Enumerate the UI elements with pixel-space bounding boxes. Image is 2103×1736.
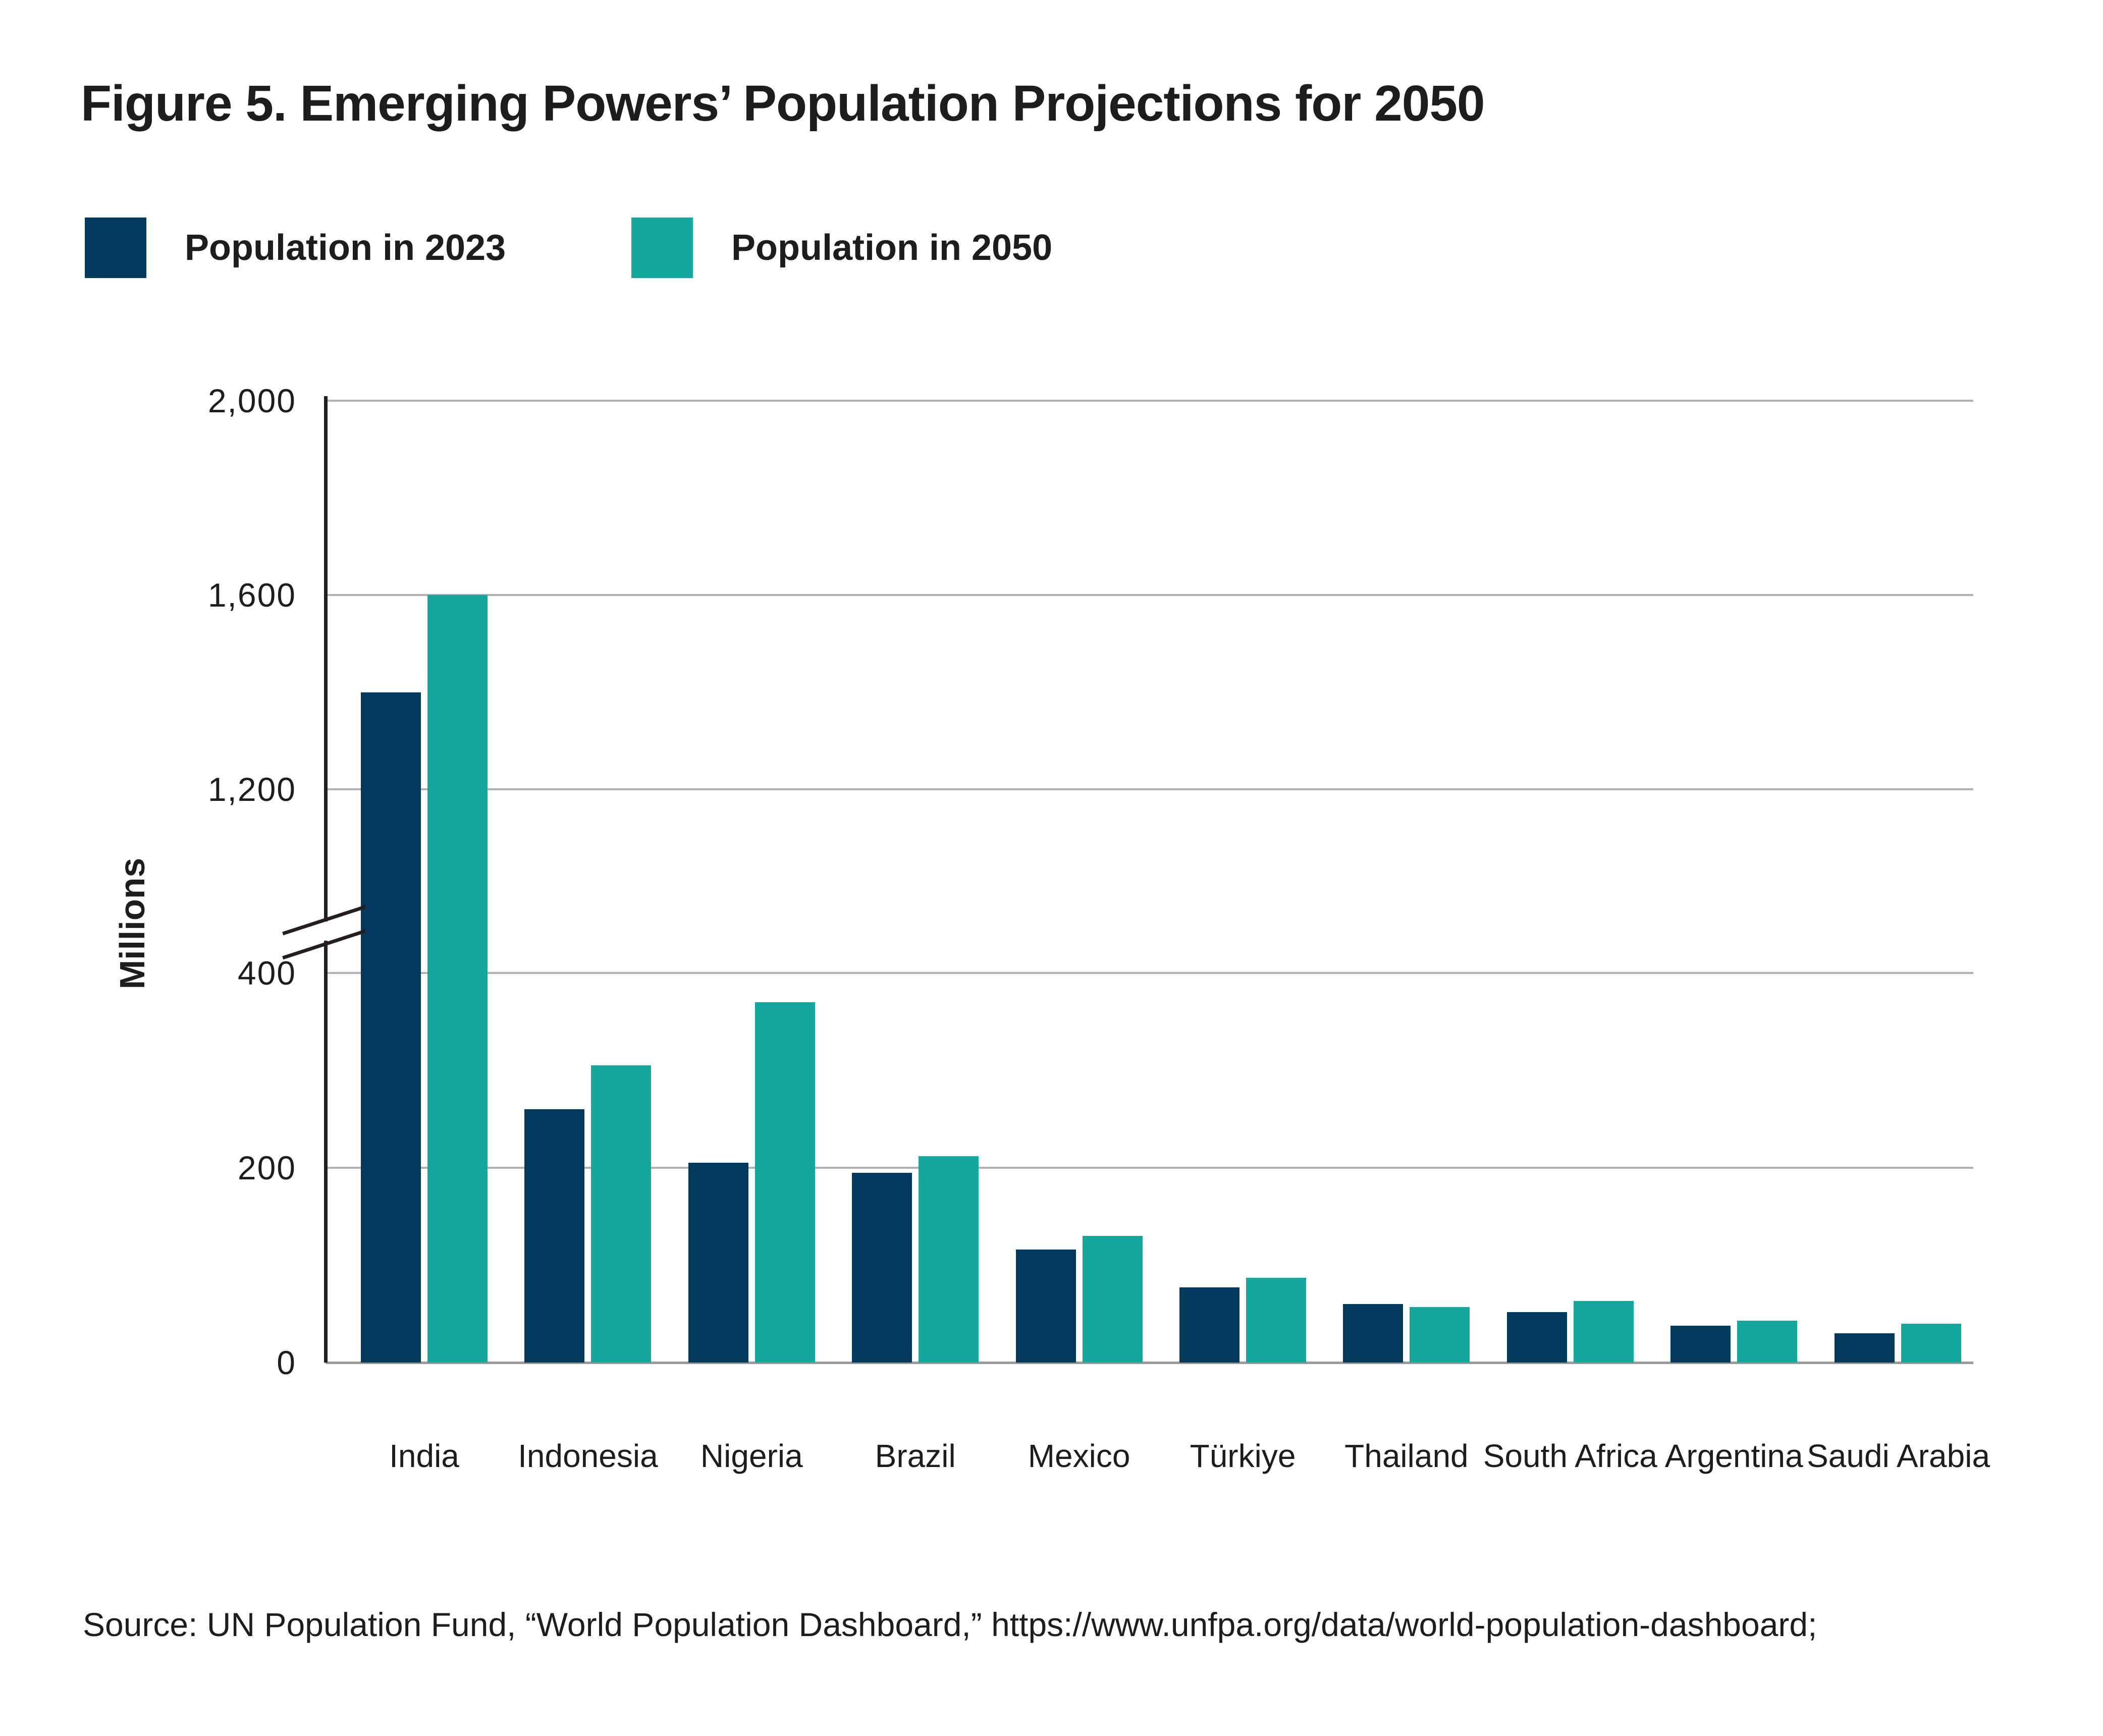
y-tick-label-1200: 1,200 <box>207 771 296 808</box>
bar-argentina-2050 <box>1737 1321 1798 1363</box>
bar-thailand-2050 <box>1410 1307 1470 1363</box>
bar-brazil-2023 <box>852 1172 912 1363</box>
bar-indonesia-2023 <box>524 1109 585 1363</box>
bar-south-africa-2050 <box>1573 1301 1634 1363</box>
x-label-argentina: Argentina <box>1664 1438 1803 1474</box>
x-label-indonesia: Indonesia <box>518 1438 658 1474</box>
bar-türkiye-2023 <box>1179 1287 1239 1363</box>
x-label-brazil: Brazil <box>875 1438 956 1474</box>
bar-argentina-2023 <box>1670 1325 1731 1363</box>
bar-saudi-arabia-2023 <box>1834 1333 1895 1363</box>
x-label-thailand: Thailand <box>1344 1438 1469 1474</box>
gridline-200 <box>326 1167 1973 1169</box>
gridline-400 <box>326 972 1973 974</box>
bar-mexico-2023 <box>1015 1250 1076 1363</box>
x-label-nigeria: Nigeria <box>700 1438 803 1474</box>
figure-title: Figure 5. Emerging Powers’ Population Pr… <box>81 75 1485 132</box>
y-tick-label-1600: 1,600 <box>207 576 296 614</box>
legend-item-2023: Population in 2023 <box>85 218 506 278</box>
bar-türkiye-2050 <box>1246 1278 1306 1363</box>
legend-label-2050: Population in 2050 <box>731 228 1053 268</box>
bar-nigeria-2023 <box>688 1163 748 1363</box>
y-tick-label-200: 200 <box>237 1149 296 1186</box>
bar-saudi-arabia-2050 <box>1901 1323 1961 1363</box>
bar-nigeria-2050 <box>754 1002 815 1363</box>
y-tick-label-2000: 2,000 <box>207 382 296 419</box>
y-axis-line <box>324 396 328 1363</box>
x-label-saudi-arabia: Saudi Arabia <box>1807 1438 1990 1474</box>
y-tick-label-0: 0 <box>277 1344 296 1381</box>
x-label-south-africa: South Africa <box>1483 1438 1657 1474</box>
y-tick-label-400: 400 <box>237 954 296 992</box>
y-axis-break-gap <box>320 921 331 941</box>
legend-item-2050: Population in 2050 <box>631 218 1052 278</box>
bar-india-2050 <box>427 595 488 1363</box>
gridline-1600 <box>326 594 1973 596</box>
source-note: Source: UN Population Fund, “World Popul… <box>83 1505 1817 1736</box>
x-label-india: India <box>389 1438 459 1474</box>
legend-swatch-2023 <box>85 218 146 278</box>
bar-south-africa-2023 <box>1506 1312 1567 1363</box>
legend-swatch-2050 <box>631 218 693 278</box>
bar-mexico-2050 <box>1082 1236 1143 1363</box>
bar-brazil-2050 <box>919 1156 979 1363</box>
x-label-mexico: Mexico <box>1028 1438 1130 1474</box>
gridline-1200 <box>326 788 1973 790</box>
bar-thailand-2023 <box>1343 1304 1404 1363</box>
bar-india-2023 <box>361 692 421 1363</box>
legend-label-2023: Population in 2023 <box>185 228 506 268</box>
x-label-türkiye: Türkiye <box>1190 1438 1296 1474</box>
x-axis-baseline <box>326 1362 1973 1364</box>
source-line-1: Source: UN Population Fund, “World Popul… <box>83 1606 1817 1643</box>
bar-indonesia-2050 <box>591 1065 652 1363</box>
gridline-2000 <box>326 400 1973 402</box>
